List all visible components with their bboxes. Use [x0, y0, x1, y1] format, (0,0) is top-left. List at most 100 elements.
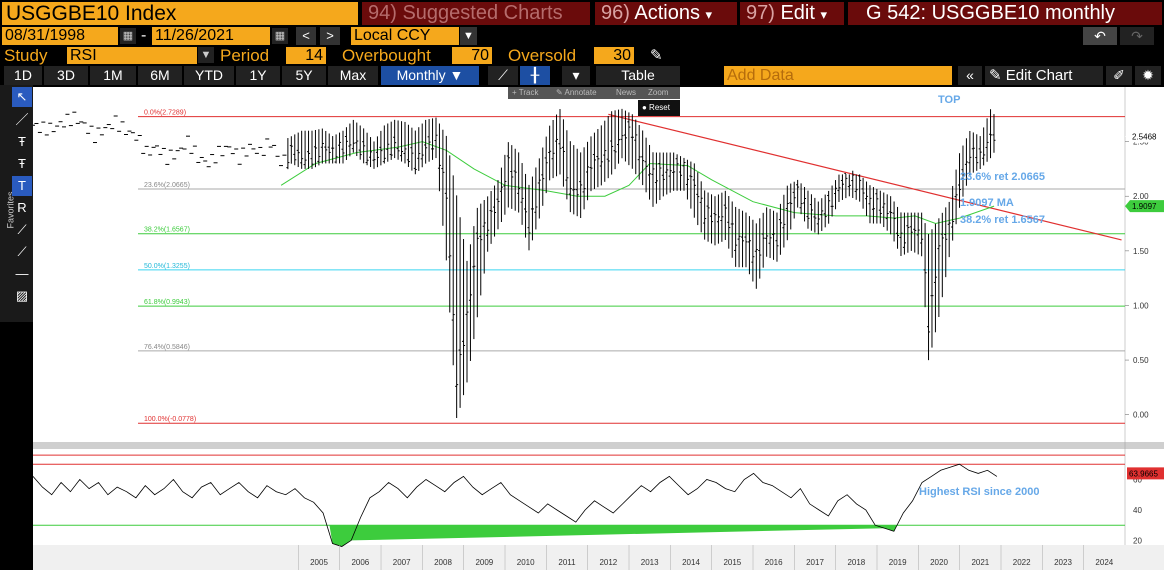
range-ytd[interactable]: YTD [184, 66, 234, 85]
edit-menu-button[interactable]: 97) Edit ▾ [740, 2, 844, 25]
fib-label: 61.8%(0.9943) [144, 299, 190, 306]
undo-button[interactable]: ↶ [1083, 27, 1117, 45]
ticker-field[interactable]: USGGBE10 Index [2, 2, 358, 25]
annotation-ma: 1.9097 MA [960, 197, 1014, 209]
currency-chevron-down-icon[interactable]: ▼ [460, 27, 477, 45]
range-max[interactable]: Max [328, 66, 378, 85]
end-date-input[interactable]: 11/26/2021 [152, 27, 270, 45]
x-tick-label: 2011 [558, 558, 576, 567]
x-tick-label: 2016 [765, 558, 783, 567]
pencil-icon[interactable]: ✎ [650, 47, 663, 64]
fib-label: 38.2%(1.6567) [144, 227, 190, 234]
collapse-button[interactable]: « [958, 66, 982, 85]
channel-tool-icon[interactable]: ⟋ [17, 244, 27, 259]
edit-chevron-down-icon: ▾ [820, 7, 828, 22]
gear-icon[interactable]: ✹ [1135, 66, 1161, 85]
range-5y[interactable]: 5Y [282, 66, 326, 85]
reset-button[interactable]: ● Reset [638, 100, 680, 116]
currency-select[interactable]: Local CCY [351, 27, 459, 45]
fib-label: 76.4%(0.5846) [144, 344, 190, 351]
x-tick-label: 2014 [682, 558, 700, 567]
rsi-tick-label: 20 [1133, 536, 1142, 545]
x-tick-label: 2008 [434, 558, 452, 567]
hline-tool-icon[interactable]: — [15, 266, 29, 281]
overbought-input[interactable]: 70 [452, 47, 492, 64]
fib-label: 23.6%(2.0665) [144, 182, 190, 189]
last-price-badge-bg [1125, 130, 1164, 143]
actions-menu-button[interactable]: 96) Actions ▾ [595, 2, 737, 25]
suggested-charts-button[interactable]: 94) Suggested Charts [362, 2, 590, 25]
x-tick-label: 2012 [599, 558, 617, 567]
oversold-input[interactable]: 30 [594, 47, 634, 64]
edit-chart-button[interactable]: ✎ Edit Chart [985, 66, 1103, 85]
x-tick-label: 2013 [641, 558, 659, 567]
chart-area[interactable]: 2.502.001.501.000.500.000.0%(2.7289)23.6… [31, 87, 1164, 570]
trendline [608, 113, 1122, 241]
start-calendar-icon[interactable]: ▦ [120, 28, 136, 44]
annotate-button[interactable]: ✎ Annotate [556, 88, 597, 97]
chart-type-chevron-down-icon[interactable]: ▾ [562, 66, 590, 85]
y-tick-label: 2.00 [1133, 192, 1149, 201]
range-3d[interactable]: 3D [44, 66, 88, 85]
period-input[interactable]: 14 [286, 47, 326, 64]
chart-title: G 542: USGGBE10 monthly [848, 2, 1162, 25]
bar-chart-icon[interactable]: ╂ [520, 66, 550, 85]
study-label: Study [4, 46, 48, 65]
add-data-input[interactable]: Add Data [724, 66, 952, 85]
study-select[interactable]: RSI [67, 47, 197, 64]
study-chevron-down-icon[interactable]: ▼ [198, 47, 214, 63]
y-tick-label: 1.00 [1133, 301, 1149, 310]
study-bar: Study RSI ▼ Period 14 Overbought 70 Over… [0, 46, 1164, 65]
x-axis-bg [33, 545, 1164, 570]
end-calendar-icon[interactable]: ▦ [272, 28, 288, 44]
range-1y[interactable]: 1Y [236, 66, 280, 85]
last-ma-badge-bg [1125, 200, 1164, 213]
line-tool-icon[interactable]: ⟋ [17, 222, 27, 237]
y-tick-label: 1.50 [1133, 247, 1149, 256]
next-period-button[interactable]: > [320, 27, 340, 45]
x-tick-label: 2023 [1054, 558, 1072, 567]
text-tool-icon[interactable]: T [12, 176, 32, 196]
redo-button[interactable]: ↷ [1120, 27, 1154, 45]
panel-divider [33, 442, 1164, 449]
track-button[interactable]: + Track [512, 88, 539, 97]
frequency-select[interactable]: Monthly ▼ [381, 66, 479, 85]
x-tick-label: 2009 [475, 558, 493, 567]
chart-toolbar: 1D 3D 1M 6M YTD 1Y 5Y Max Monthly ▼ ⟋ ╂ … [0, 66, 1164, 85]
price-chart-svg[interactable]: 2.502.001.501.000.500.000.0%(2.7289)23.6… [31, 87, 1164, 570]
overbought-label: Overbought [342, 46, 431, 65]
pointer-icon[interactable]: ↖ [12, 87, 32, 107]
shape-tool-icon[interactable]: ▨ [15, 288, 29, 303]
x-tick-label: 2018 [847, 558, 865, 567]
rsi-last-value: 63.9665 [1129, 469, 1158, 478]
range-6m[interactable]: 6M [138, 66, 182, 85]
x-tick-label: 2006 [351, 558, 369, 567]
zoom-button[interactable]: Zoom [648, 88, 669, 97]
range-1d[interactable]: 1D [4, 66, 42, 85]
x-tick-label: 2017 [806, 558, 824, 567]
rsi-tool-icon[interactable]: R [17, 200, 27, 215]
period-label: Period [220, 46, 270, 65]
actions-label: Actions [634, 2, 700, 24]
table-button[interactable]: Table [596, 66, 680, 85]
chart-edit-icon[interactable]: ✐ [1106, 66, 1132, 85]
trendline-tool-icon[interactable]: ／ [15, 112, 29, 127]
line-chart-icon[interactable]: ⟋ [488, 66, 518, 85]
rsi-line [32, 463, 998, 547]
news-button[interactable]: News [616, 88, 637, 97]
fib-tool-icon[interactable]: Ŧ [18, 134, 26, 149]
start-date-input[interactable]: 08/31/1998 [2, 27, 118, 45]
pct-tool-icon[interactable]: Ŧ [18, 156, 26, 171]
last-price-badge: 2.5468 [1132, 133, 1157, 142]
title-bar: USGGBE10 Index 94) Suggested Charts 96) … [0, 0, 1164, 27]
oversold-label: Oversold [508, 46, 577, 65]
x-tick-label: 2022 [1013, 558, 1031, 567]
range-1m[interactable]: 1M [90, 66, 136, 85]
prev-period-button[interactable]: < [296, 27, 316, 45]
x-tick-label: 2010 [517, 558, 535, 567]
rsi-oversold-fill [329, 525, 897, 547]
annotation-toolbox: Favorites ↖ ／ Ŧ Ŧ T R ⟋ ⟋ — ▨ [0, 85, 33, 322]
x-tick-label: 2005 [310, 558, 328, 567]
actions-num: 96) [601, 2, 630, 24]
fib-label: 0.0%(2.7289) [144, 110, 186, 117]
